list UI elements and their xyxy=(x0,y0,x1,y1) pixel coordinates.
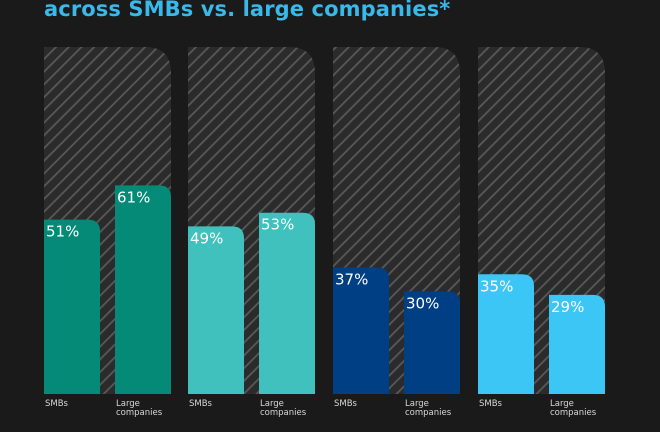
category-label-group1-1: SMBs xyxy=(45,399,69,409)
category-label-group4-2: Large companies xyxy=(550,399,597,418)
data-label-group1-1: 51% xyxy=(46,223,79,241)
bar-group2-smbs xyxy=(188,226,244,394)
category-label-group3-2: Large companies xyxy=(405,399,452,418)
bar-group3-smbs xyxy=(333,267,389,394)
category-label-group2-1: SMBs xyxy=(189,399,213,409)
category-label-group3-1: SMBs xyxy=(334,399,358,409)
bar-group4-smbs xyxy=(478,274,534,394)
bar-group3-large xyxy=(404,291,460,394)
data-label-group1-2: 61% xyxy=(117,188,150,206)
data-label-group3-1: 37% xyxy=(335,270,368,288)
data-label-group2-1: 49% xyxy=(190,229,223,247)
data-label-group4-1: 35% xyxy=(480,277,513,295)
data-label-group4-2: 29% xyxy=(551,298,584,316)
chart-title: across SMBs vs. large companies* xyxy=(44,0,451,21)
category-label-group2-2: Large companies xyxy=(260,399,307,418)
bar-group2-large xyxy=(259,212,315,394)
data-label-group2-2: 53% xyxy=(261,216,294,234)
bar-group1-large xyxy=(115,185,171,394)
bar-group4-large xyxy=(549,294,605,394)
data-label-group3-2: 30% xyxy=(406,294,439,312)
category-label-group1-2: Large companies xyxy=(116,399,163,418)
category-label-group4-1: SMBs xyxy=(479,399,503,409)
bar-group1-smbs xyxy=(44,219,100,394)
